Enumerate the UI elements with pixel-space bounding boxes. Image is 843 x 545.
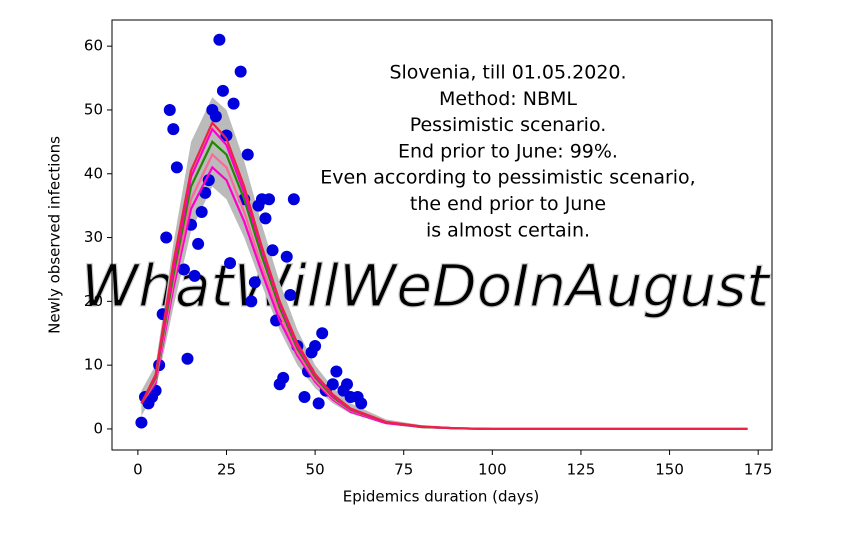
y-tick-label: 0 xyxy=(93,419,103,437)
y-tick-label: 50 xyxy=(84,100,103,118)
data-point xyxy=(341,378,354,391)
data-point xyxy=(316,327,329,340)
y-tick-label: 10 xyxy=(84,356,103,374)
annotation-line: Slovenia, till 01.05.2020. xyxy=(389,62,626,84)
data-point xyxy=(287,193,300,206)
y-axis-label: Newly observed infections xyxy=(46,136,64,334)
annotation-line: End prior to June: 99%. xyxy=(398,140,618,162)
x-tick-label: 0 xyxy=(133,461,143,479)
y-tick-label: 60 xyxy=(84,37,103,55)
data-point xyxy=(160,231,173,244)
data-point xyxy=(220,129,233,142)
data-point xyxy=(241,148,254,161)
data-point xyxy=(177,263,190,276)
plot-frame xyxy=(111,19,773,451)
data-point xyxy=(167,123,180,136)
x-tick-label: 75 xyxy=(394,461,413,479)
data-point xyxy=(266,244,279,257)
data-point xyxy=(298,391,311,404)
data-point xyxy=(309,340,322,353)
annotation-line: the end prior to June xyxy=(410,193,606,215)
data-point xyxy=(224,257,237,270)
data-point xyxy=(280,250,293,263)
y-tick-label: 20 xyxy=(84,292,103,310)
data-point xyxy=(284,288,297,301)
data-point xyxy=(199,186,212,199)
data-point xyxy=(277,371,290,384)
x-tick-label: 50 xyxy=(306,461,325,479)
x-axis-label: Epidemics duration (days) xyxy=(343,488,540,506)
data-point xyxy=(209,110,222,123)
data-point xyxy=(248,276,261,289)
data-point xyxy=(192,237,205,250)
data-point xyxy=(202,174,215,187)
data-point xyxy=(216,84,229,97)
x-tick-label: 175 xyxy=(744,461,773,479)
y-tick-label: 30 xyxy=(84,228,103,246)
y-tick-label: 40 xyxy=(84,164,103,182)
data-point xyxy=(263,193,276,206)
fit-curve xyxy=(140,120,748,431)
annotation-line: is almost certain. xyxy=(426,219,590,241)
data-point xyxy=(170,161,183,174)
x-tick-label: 150 xyxy=(655,461,684,479)
x-tick-label: 25 xyxy=(217,461,236,479)
data-point xyxy=(245,295,258,308)
data-point xyxy=(330,365,343,378)
data-point xyxy=(135,416,148,429)
x-tick-label: 100 xyxy=(478,461,507,479)
data-point xyxy=(234,65,247,78)
data-point xyxy=(163,103,176,116)
data-point xyxy=(195,206,208,219)
data-point xyxy=(188,269,201,282)
data-point xyxy=(312,397,325,410)
data-point xyxy=(326,378,339,391)
annotation-line: Even according to pessimistic scenario, xyxy=(320,167,695,189)
data-point xyxy=(259,212,272,225)
watermark: WhatWillWeDoInAugust xyxy=(81,252,771,320)
x-tick-label: 125 xyxy=(567,461,596,479)
data-point xyxy=(355,397,368,410)
annotation-line: Method: NBML xyxy=(439,88,577,110)
data-point xyxy=(227,97,240,110)
annotation-line: Pessimistic scenario. xyxy=(410,114,607,136)
data-point xyxy=(181,352,194,365)
data-point xyxy=(213,33,226,46)
